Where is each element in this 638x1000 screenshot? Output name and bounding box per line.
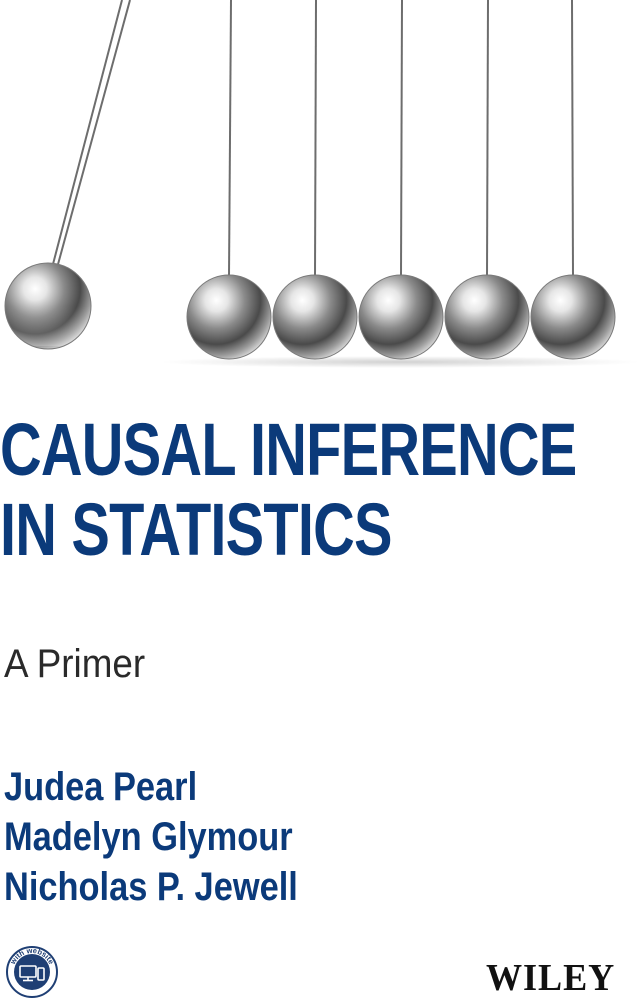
book-title: CAUSAL INFERENCE IN STATISTICS: [0, 408, 577, 571]
with-website-badge: with website: [6, 946, 58, 998]
publisher-logo: WILEY: [486, 957, 616, 999]
book-title-line-1: CAUSAL INFERENCE: [0, 408, 577, 491]
ball-4: [358, 274, 444, 360]
ball-5: [444, 274, 530, 360]
author-name: Judea Pearl: [4, 765, 198, 809]
author-name: Nicholas P. Jewell: [4, 865, 298, 909]
cradle-shadow: [160, 356, 638, 368]
author-name: Madelyn Glymour: [4, 815, 293, 859]
cradle-balls: [4, 262, 616, 360]
newtons-cradle-illustration: [4, 0, 638, 368]
book-title-line-2: IN STATISTICS: [0, 488, 393, 571]
ball-swinging: [4, 262, 92, 350]
book-subtitle: A Primer: [4, 642, 146, 686]
author-list: Judea Pearl Madelyn Glymour Nicholas P. …: [4, 762, 298, 912]
ball-2: [186, 274, 272, 360]
ball-3: [272, 274, 358, 360]
computer-icon: [19, 965, 45, 982]
cradle-strings: [51, 0, 574, 277]
ball-6: [530, 274, 616, 360]
